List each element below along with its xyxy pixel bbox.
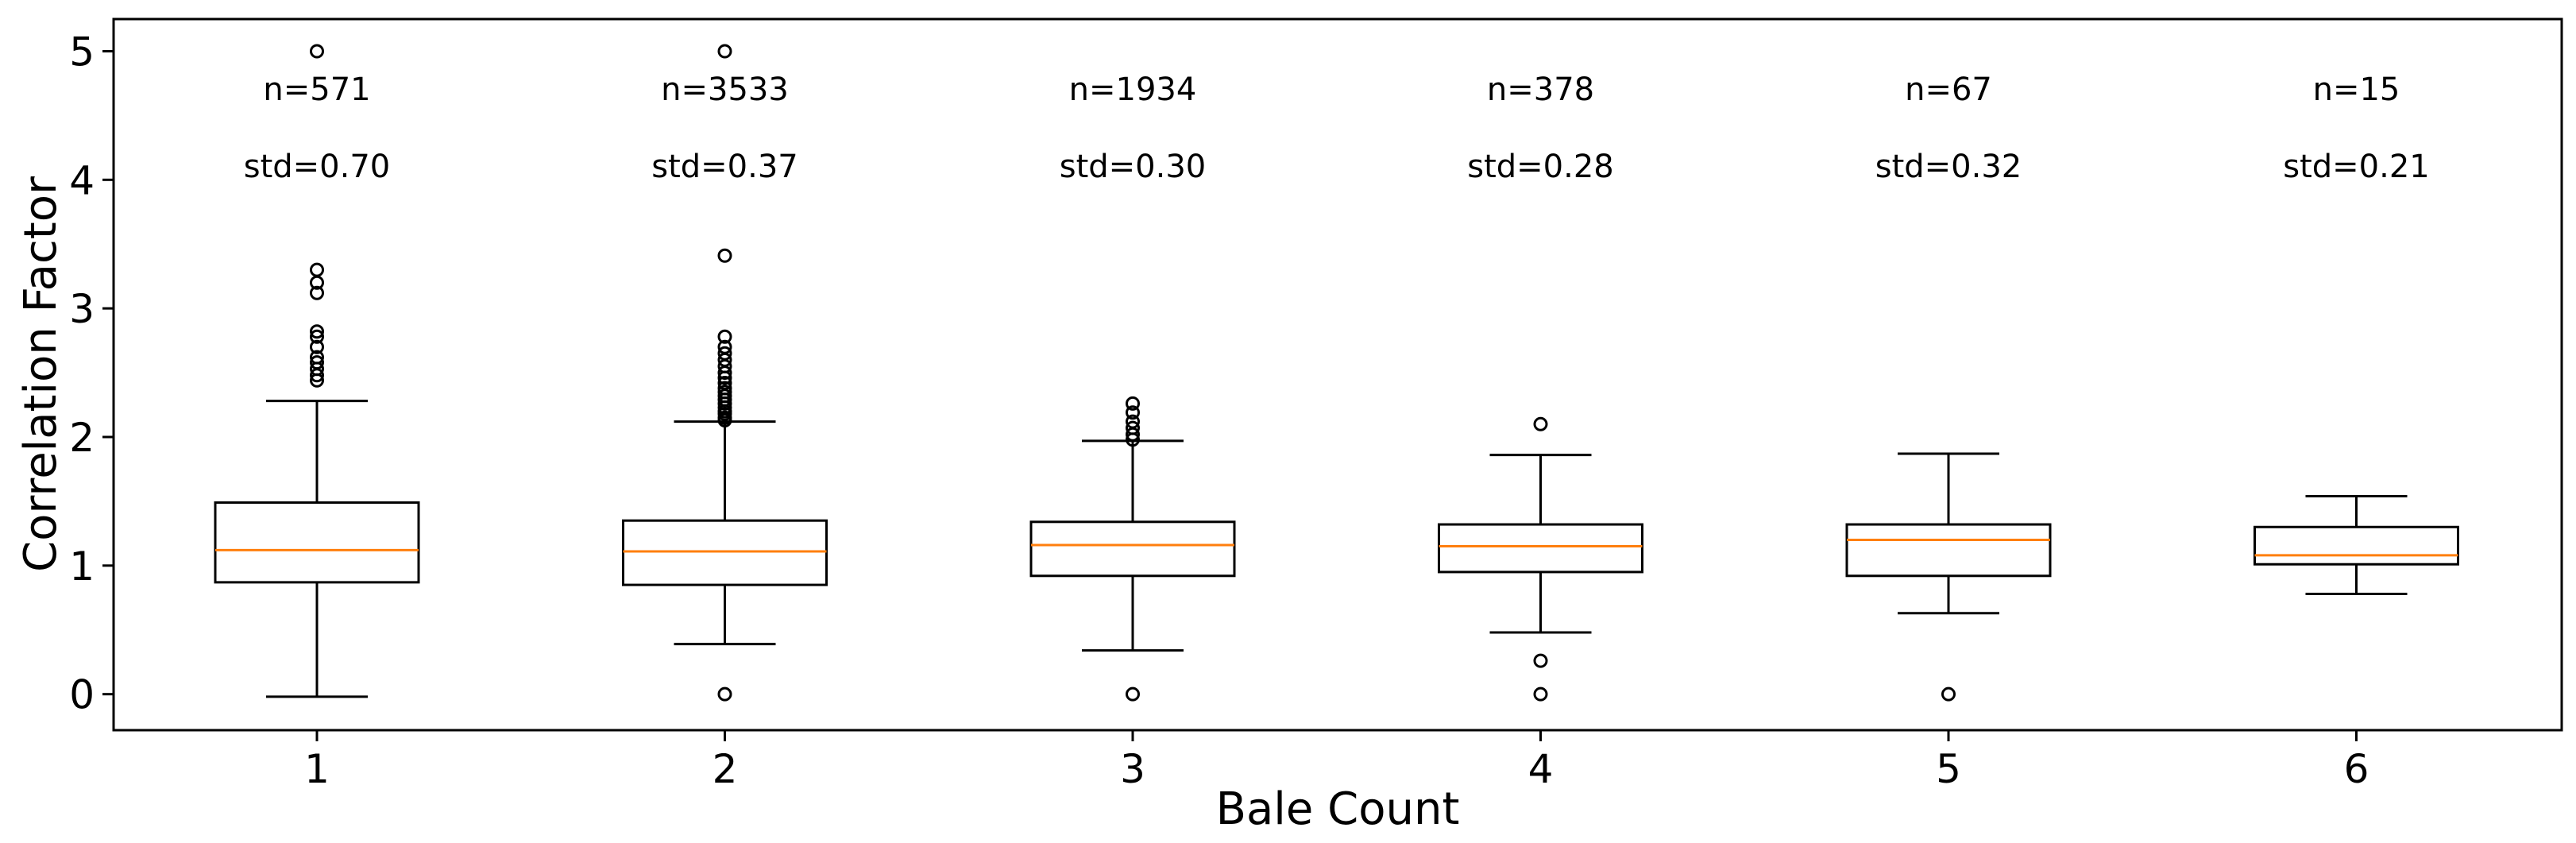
box-6 (2254, 494, 2459, 595)
y-tick-label-5: 5 (69, 29, 95, 75)
x-axis-label: Bale Count (1216, 783, 1460, 835)
outlier-2-0 (717, 686, 732, 702)
outlier-1-11 (310, 44, 324, 59)
y-tick-label-2: 2 (69, 415, 95, 461)
y-tick-label-4: 4 (69, 157, 95, 203)
std-label-6: std=0.21 (2283, 149, 2430, 185)
x-tick-label-5: 5 (1936, 746, 1961, 792)
box-body-1 (214, 501, 420, 584)
outlier-4-1 (1533, 653, 1548, 668)
outlier-2-19 (717, 248, 732, 263)
outlier-1-10 (310, 262, 324, 277)
count-label-2: n=3533 (661, 72, 789, 108)
outlier-2-20 (717, 44, 732, 59)
x-tick-label-6: 6 (2344, 746, 2369, 792)
plot-frame (112, 17, 2563, 732)
x-tick-label-1: 1 (304, 746, 330, 792)
x-tick-label-4: 4 (1528, 746, 1554, 792)
y-tick-label-3: 3 (69, 286, 95, 332)
outlier-3-5 (1126, 405, 1140, 420)
outlier-2-10 (717, 381, 732, 396)
outlier-2-17 (717, 339, 732, 354)
outlier-3-3 (1126, 420, 1140, 435)
std-label-1: std=0.70 (244, 149, 391, 185)
outlier-1-7 (310, 324, 324, 339)
box-body-4 (1438, 523, 1643, 574)
box-1 (214, 44, 420, 698)
outlier-2-11 (717, 376, 732, 391)
outlier-4-0 (1533, 686, 1548, 702)
std-label-5: std=0.32 (1875, 149, 2022, 185)
y-axis-label: Correlation Factor (15, 176, 67, 572)
box-3 (1029, 396, 1236, 702)
outlier-1-8 (310, 285, 324, 300)
box-series (214, 44, 2459, 702)
box-5 (1845, 452, 2052, 702)
outlier-3-6 (1126, 396, 1140, 411)
x-tick-label-3: 3 (1120, 746, 1145, 792)
outlier-2-18 (717, 329, 732, 344)
x-axis: 1 2 3 4 5 6 (304, 730, 2369, 792)
outlier-1-6 (310, 329, 324, 344)
box-4 (1438, 416, 1643, 702)
annotations: n=571 std=0.70 n=3533 std=0.37 n=1934 std=0.3… (244, 72, 2430, 185)
outlier-1-5 (310, 339, 324, 354)
y-tick-label-0: 0 (69, 672, 95, 718)
box-body-2 (622, 519, 828, 586)
count-label-3: n=1934 (1069, 72, 1197, 108)
y-tick-label-1: 1 (69, 543, 95, 590)
outlier-5-0 (1941, 686, 1956, 702)
outlier-4-2 (1533, 416, 1548, 431)
box-2 (622, 44, 828, 702)
count-label-4: n=378 (1487, 72, 1594, 108)
count-label-6: n=15 (2313, 72, 2400, 108)
x-tick-label-2: 2 (713, 746, 738, 792)
outlier-2-16 (717, 346, 732, 361)
count-label-5: n=67 (1905, 72, 1992, 108)
box-body-6 (2254, 525, 2459, 566)
std-label-4: std=0.28 (1467, 149, 1614, 185)
outlier-1-4 (310, 350, 324, 365)
outlier-3-0 (1126, 686, 1140, 702)
y-axis: 0 1 2 3 4 5 (69, 29, 114, 718)
box-body-3 (1029, 520, 1236, 578)
outlier-1-3 (310, 355, 324, 370)
count-label-1: n=571 (263, 72, 370, 108)
std-label-3: std=0.30 (1060, 149, 1207, 185)
box-body-5 (1845, 523, 2052, 578)
std-label-2: std=0.37 (651, 149, 798, 185)
outlier-3-4 (1126, 414, 1140, 429)
